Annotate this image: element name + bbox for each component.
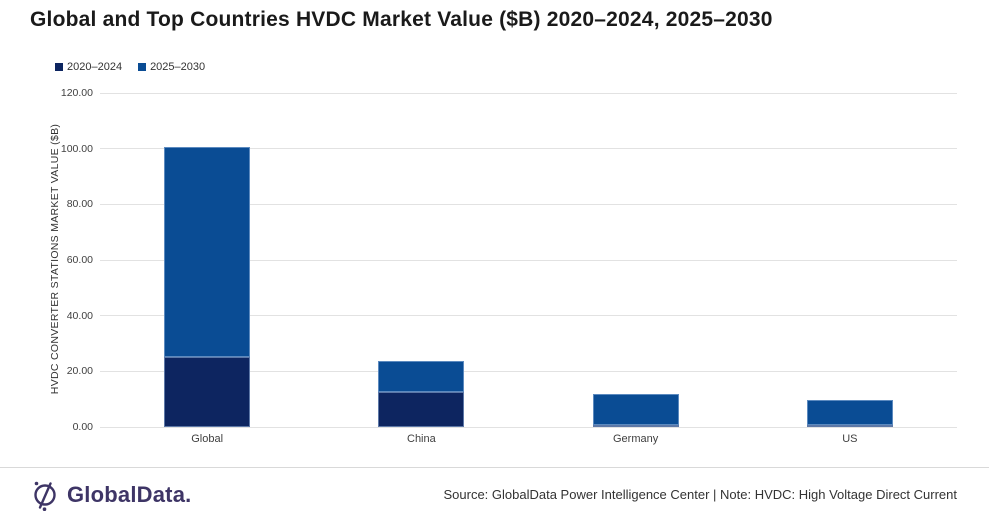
- y-tick-80: 80.00: [66, 198, 93, 211]
- legend-label-2025-2030: 2025–2030: [150, 61, 206, 73]
- bar-global: [164, 147, 251, 427]
- y-tick-40: 40.00: [66, 309, 93, 322]
- bar-segment-germany-2020–2024: [592, 424, 679, 427]
- bar-segment-global-2020–2024: [164, 357, 251, 427]
- legend-label-2020-2024: 2020–2024: [67, 61, 123, 73]
- gridline-60: [100, 259, 957, 261]
- globaldata-logo: GlobalData.: [30, 479, 191, 511]
- bar-us: [806, 400, 893, 427]
- gridline-80: [100, 203, 957, 205]
- footer: GlobalData. Source: GlobalData Power Int…: [0, 468, 989, 521]
- x-label-global: Global: [191, 433, 224, 445]
- source-note: Source: GlobalData Power Intelligence Ce…: [443, 487, 957, 502]
- x-label-germany: Germany: [613, 433, 659, 445]
- gridline-120: [100, 92, 957, 94]
- legend-item-2020-2024: 2020–2024: [55, 61, 122, 73]
- y-tick-60: 60.00: [66, 254, 93, 266]
- plot-area: [100, 92, 957, 428]
- gridline-100: [100, 148, 957, 150]
- bar-segment-china-2020–2024: [378, 392, 465, 427]
- y-axis-tick-labels: 0.00 20.00 40.00 60.00 80.00 100.00 120.00: [0, 87, 93, 433]
- legend-item-2025-2030: 2025–2030: [138, 61, 205, 73]
- gridline-40: [100, 315, 957, 317]
- x-label-us: US: [842, 433, 858, 445]
- bar-segment-us-2025–2030: [806, 400, 893, 425]
- bar-segment-china-2025–2030: [378, 361, 465, 393]
- chart-title: Global and Top Countries HVDC Market Val…: [30, 8, 773, 31]
- y-tick-120: 120.00: [60, 87, 93, 99]
- bar-segment-germany-2025–2030: [592, 393, 679, 425]
- bar-segment-us-2020–2024: [806, 425, 893, 427]
- bar-china: [378, 361, 465, 427]
- y-tick-20: 20.00: [66, 365, 93, 378]
- bar-segment-global-2025–2030: [164, 147, 251, 358]
- x-axis-labels: Global China Germany US: [100, 433, 957, 449]
- globaldata-logo-text: GlobalData.: [67, 481, 192, 507]
- x-label-china: China: [407, 433, 436, 445]
- y-tick-0: 0.00: [72, 421, 93, 433]
- y-tick-100: 100.00: [60, 142, 93, 155]
- bar-germany: [592, 393, 679, 427]
- legend: 2020–2024 2025–2030: [55, 61, 205, 73]
- footer-divider: [0, 467, 989, 468]
- gridline-20: [100, 370, 957, 372]
- legend-swatch-2025-2030-icon: [138, 63, 147, 71]
- gridline-0: [100, 426, 957, 428]
- legend-swatch-2020-2024-icon: [55, 63, 63, 71]
- globaldata-logo-icon: [34, 481, 56, 511]
